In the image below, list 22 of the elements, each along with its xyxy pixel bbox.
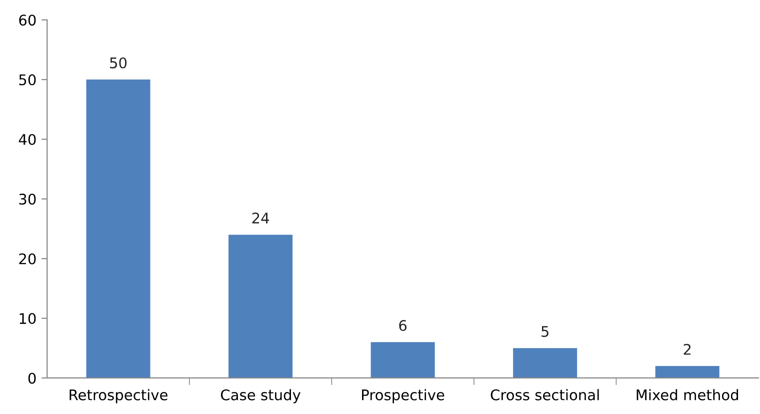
bar — [86, 80, 150, 378]
y-tick-label: 20 — [19, 253, 36, 264]
y-tick-label: 50 — [19, 74, 36, 86]
x-tick-label: Retrospective — [70, 389, 168, 404]
bar — [370, 342, 435, 378]
y-tick-label: 0 — [28, 372, 36, 384]
y-tick-label: 30 — [19, 194, 36, 205]
data-label: 24 — [252, 212, 269, 224]
bar — [513, 348, 578, 378]
bar — [228, 234, 293, 378]
x-tick-label: Prospective — [362, 389, 444, 404]
data-label: 2 — [684, 344, 691, 355]
x-tick-label: Case study — [220, 389, 300, 404]
bar — [655, 366, 720, 378]
x-tick-label: Cross sectional — [490, 389, 599, 400]
y-tick-label: 40 — [18, 134, 36, 145]
y-tick-label: 10 — [20, 313, 36, 324]
data-label: 50 — [110, 57, 127, 68]
data-label: 5 — [542, 326, 548, 337]
x-tick-label: Mixed method — [636, 389, 738, 400]
y-tick-label: 60 — [19, 14, 36, 26]
data-label: 6 — [399, 320, 407, 332]
